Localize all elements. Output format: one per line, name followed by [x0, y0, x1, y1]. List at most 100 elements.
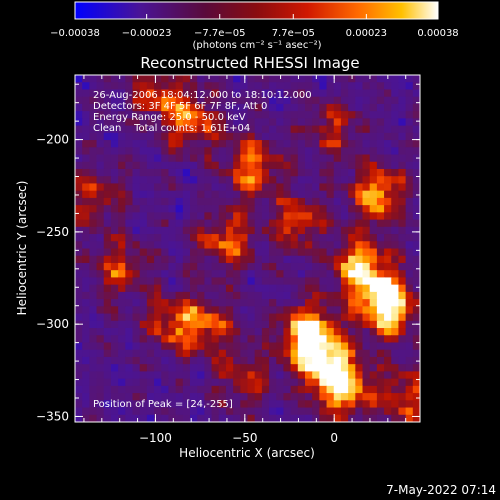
heatmap-cell [204, 96, 213, 105]
heatmap-cell [398, 378, 407, 387]
heatmap-cell [89, 241, 98, 250]
heatmap-cell [182, 140, 191, 148]
heatmap-cell [340, 342, 349, 351]
heatmap-cell [283, 248, 292, 257]
heatmap-cell [412, 342, 420, 351]
heatmap-cell [348, 306, 356, 315]
heatmap-cell [240, 335, 249, 344]
heatmap-cell [412, 197, 420, 206]
heatmap-cell [89, 262, 98, 271]
heatmap-cell [211, 306, 220, 315]
heatmap-cell [75, 226, 83, 235]
heatmap-cell [412, 96, 420, 105]
heatmap-cell [305, 291, 313, 300]
heatmap-cell [376, 393, 385, 401]
heatmap-cell [103, 118, 112, 127]
heatmap-cell [319, 241, 328, 250]
heatmap-cell [376, 147, 385, 156]
heatmap-cell [146, 284, 155, 293]
heatmap-cell [355, 393, 364, 401]
heatmap-cell [132, 118, 141, 127]
heatmap-cell [211, 75, 220, 83]
heatmap-cell [110, 356, 119, 365]
heatmap-cell [197, 393, 205, 401]
heatmap-cell [283, 103, 292, 112]
heatmap-cell [276, 385, 285, 394]
heatmap-cell [319, 291, 328, 300]
heatmap-cell [376, 400, 385, 409]
heatmap-cell [233, 226, 241, 235]
heatmap-cell [168, 414, 177, 422]
heatmap-cell [276, 284, 285, 293]
heatmap-cell [355, 154, 364, 163]
heatmap-cell [319, 205, 328, 213]
heatmap-cell [146, 364, 155, 372]
heatmap-cell [283, 241, 292, 250]
heatmap-cell [125, 140, 134, 148]
heatmap-cell [333, 349, 342, 358]
heatmap-cell [305, 335, 313, 344]
heatmap-cell [405, 147, 414, 156]
heatmap-cell [240, 103, 249, 112]
heatmap-cell [355, 111, 364, 119]
heatmap-cell [211, 248, 220, 257]
heatmap-cell [154, 378, 162, 387]
heatmap-cell [384, 248, 392, 257]
heatmap-cell [276, 328, 285, 336]
heatmap-cell [297, 284, 306, 293]
heatmap-cell [103, 364, 112, 372]
heatmap-cell [269, 125, 277, 134]
heatmap-cell [412, 364, 420, 372]
heatmap-cell [225, 342, 234, 351]
heatmap-cell [225, 291, 234, 300]
heatmap-cell [82, 212, 90, 221]
heatmap-cell [348, 132, 356, 141]
heatmap-cell [355, 96, 364, 105]
heatmap-cell [197, 82, 205, 91]
heatmap-cell [348, 226, 356, 235]
heatmap-cell [96, 277, 105, 286]
heatmap-cell [103, 400, 112, 409]
heatmap-cell [362, 154, 371, 163]
heatmap-cell [190, 342, 198, 351]
heatmap-cell [319, 328, 328, 336]
heatmap-cell [355, 407, 364, 416]
heatmap-cell [376, 328, 385, 336]
heatmap-cell [204, 103, 213, 112]
heatmap-cell [269, 190, 277, 199]
heatmap-cell [96, 320, 105, 329]
heatmap-cell [312, 219, 320, 228]
heatmap-cell [225, 385, 234, 394]
heatmap-cell [283, 255, 292, 264]
heatmap-cell [326, 284, 335, 293]
heatmap-cell [190, 299, 198, 307]
heatmap-cell [348, 183, 356, 192]
heatmap-cell [132, 328, 141, 336]
heatmap-cell [161, 356, 170, 365]
heatmap-cell [333, 234, 342, 242]
heatmap-cell [333, 335, 342, 344]
heatmap-cell [290, 234, 299, 242]
heatmap-cell [110, 161, 119, 170]
heatmap-cell [261, 219, 270, 228]
heatmap-cell [118, 291, 126, 300]
heatmap-cell [355, 400, 364, 409]
heatmap-cell [312, 378, 320, 387]
heatmap-cell [182, 255, 191, 264]
heatmap-cell [405, 161, 414, 170]
heatmap-cell [161, 111, 170, 119]
heatmap-cell [391, 364, 400, 372]
heatmap-cell [103, 241, 112, 250]
heatmap-cell [168, 168, 177, 177]
heatmap-cell [283, 262, 292, 271]
heatmap-cell [125, 125, 134, 134]
heatmap-cell [225, 371, 234, 380]
heatmap-cell [283, 96, 292, 105]
heatmap-cell [125, 111, 134, 119]
heatmap-cell [333, 197, 342, 206]
heatmap-cell [333, 378, 342, 387]
heatmap-cell [340, 255, 349, 264]
heatmap-cell [269, 234, 277, 242]
heatmap-cell [190, 400, 198, 409]
heatmap-cell [412, 407, 420, 416]
